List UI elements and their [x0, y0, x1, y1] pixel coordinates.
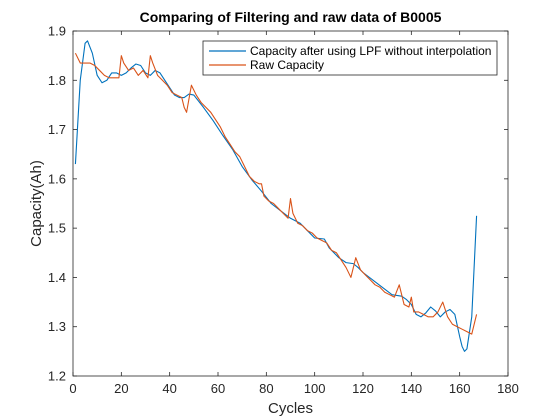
x-tick-label: 20: [114, 381, 128, 396]
series-line-lpf: [74, 40, 478, 352]
x-tick-label: 140: [400, 381, 422, 396]
x-tick-label: 100: [304, 381, 326, 396]
axes-frame: [72, 30, 509, 377]
legend: Capacity after using LPF without interpo…: [202, 40, 498, 76]
legend-label-raw: Raw Capacity: [250, 58, 324, 72]
x-tick-label: 180: [497, 381, 519, 396]
y-axis: 1.2 1.3 1.4 1.5 1.6 1.7 1.8 1.9: [48, 24, 508, 384]
y-tick-label: 1.7: [48, 122, 66, 137]
y-tick-label: 1.8: [48, 73, 66, 88]
y-tick-label: 1.3: [48, 319, 66, 334]
x-tick-label: 120: [352, 381, 374, 396]
chart-title: Comparing of Filtering and raw data of B…: [140, 9, 442, 25]
x-axis-label: Cycles: [268, 400, 313, 417]
y-tick-label: 1.4: [48, 270, 66, 285]
x-tick-label: 40: [162, 381, 176, 396]
series-line-raw: [74, 52, 478, 335]
legend-label-lpf: Capacity after using LPF without interpo…: [250, 44, 491, 58]
legend-box: [202, 40, 498, 76]
x-tick-label: 0: [69, 381, 76, 396]
x-tick-label: 80: [259, 381, 273, 396]
plot-area: [73, 31, 508, 376]
y-tick-label: 1.6: [48, 171, 66, 186]
y-tick-label: 1.2: [48, 369, 66, 384]
x-axis: 0 20 40 60 80 100 120 140 160 180: [69, 31, 519, 396]
y-tick-label: 1.9: [48, 24, 66, 39]
y-axis-label: Capacity(Ah): [28, 160, 45, 247]
x-tick-label: 160: [449, 381, 471, 396]
series-layer: [74, 40, 478, 352]
y-tick-label: 1.5: [48, 221, 66, 236]
x-tick-label: 60: [211, 381, 225, 396]
